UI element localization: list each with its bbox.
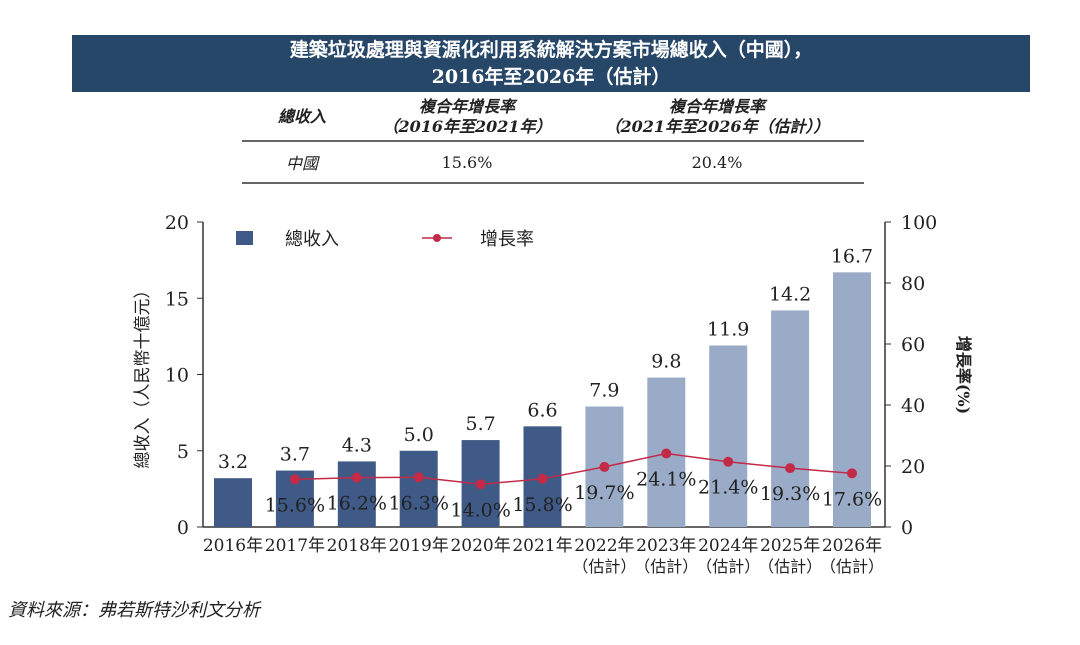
growth-rate-label: 15.6% — [265, 494, 325, 516]
bar-value-label: 6.6 — [527, 399, 557, 421]
cagr-table-row: 中國 15.6% 20.4% — [242, 142, 864, 184]
bar-value-label: 5.7 — [465, 413, 495, 435]
cagr-table: 總收入 複合年增長率 （2016年至2021年） 複合年增長率 （2021年至202… — [242, 94, 864, 184]
left-tick-label: 15 — [165, 288, 189, 310]
growth-rate-label: 16.3% — [389, 492, 449, 514]
header-text: （2016年至2021年） — [382, 117, 552, 136]
bar-value-label: 5.0 — [404, 424, 434, 446]
bar-2019年 — [399, 450, 438, 527]
growth-rate-label: 19.7% — [574, 482, 634, 504]
left-tick-label: 10 — [165, 365, 189, 387]
growth-rate-label: 14.0% — [450, 499, 510, 521]
header-total-revenue: 總收入 — [277, 107, 326, 126]
growth-rate-point — [537, 473, 548, 484]
growth-rate-point — [351, 472, 362, 483]
source-note: 資料來源：弗若斯特沙利文分析 — [8, 600, 260, 621]
x-tick-label: 2017年 — [265, 536, 325, 556]
growth-rate-label: 19.3% — [760, 483, 820, 505]
right-tick-label: 0 — [901, 517, 913, 539]
growth-rate-line — [294, 452, 853, 486]
right-tick-label: 60 — [901, 334, 925, 356]
bar-value-label: 14.2 — [769, 283, 811, 305]
header-cagr-2021-2026: 複合年增長率 （2021年至2026年（估計）） — [572, 97, 862, 137]
bar-2018年 — [337, 461, 376, 527]
bar-value-label: 3.2 — [218, 451, 248, 473]
bar-2024年 — [709, 345, 748, 527]
legend-line-label: 增長率 — [480, 229, 534, 250]
header-text: 複合年增長率 — [668, 97, 765, 116]
x-tick-label: 2022年 — [574, 536, 634, 556]
legend-line-marker — [433, 234, 441, 242]
bar-value-label: 9.8 — [651, 351, 681, 373]
growth-rate-point — [723, 456, 734, 467]
chart-title-banner: 建築垃圾處理與資源化利用系統解決方案市場總收入（中國）， 2016年至2026年… — [72, 35, 1030, 92]
right-tick-label: 40 — [901, 395, 925, 417]
growth-rate-point — [847, 468, 857, 479]
x-tick-sublabel: （估計） — [758, 557, 822, 576]
growth-rate-label: 17.6% — [822, 488, 882, 510]
bar-value-label: 16.7 — [831, 245, 873, 267]
bar-value-label: 4.3 — [342, 434, 372, 456]
bar-value-label: 7.9 — [589, 380, 619, 402]
header-text: （2021年至2026年（估計）） — [604, 117, 830, 136]
bar-2025年 — [771, 310, 810, 527]
header-cagr-2016-2021: 複合年增長率 （2016年至2021年） — [362, 97, 572, 137]
right-tick-label: 20 — [901, 456, 925, 478]
growth-rate-point — [475, 479, 486, 490]
x-tick-sublabel: （估計） — [634, 557, 698, 576]
x-tick-label: 2023年 — [636, 536, 696, 556]
x-tick-sublabel: （估計） — [820, 557, 884, 576]
left-tick-label: 0 — [177, 517, 189, 539]
legend-bar-label: 總收入 — [285, 229, 339, 250]
left-tick-label: 5 — [177, 441, 189, 463]
growth-rate-label: 21.4% — [698, 477, 758, 499]
x-tick-label: 2024年 — [698, 536, 758, 556]
right-axis-label: 增長率(%) — [954, 336, 973, 414]
cagr-2016-2021-value: 15.6% — [441, 152, 493, 172]
growth-rate-label: 24.1% — [636, 468, 696, 490]
x-tick-label: 2025年 — [760, 536, 820, 556]
right-tick-label: 80 — [901, 273, 925, 295]
header-text: 複合年增長率 — [418, 97, 515, 116]
x-tick-sublabel: （估計） — [696, 557, 760, 576]
left-tick-label: 20 — [165, 212, 189, 234]
x-tick-sublabel: （估計） — [572, 557, 636, 576]
x-tick-label: 2021年 — [512, 536, 572, 556]
growth-rate-point — [785, 463, 796, 474]
x-tick-label: 2019年 — [389, 536, 449, 556]
x-tick-label: 2016年 — [203, 536, 263, 556]
x-tick-label: 2026年 — [822, 536, 882, 556]
title-line-1: 建築垃圾處理與資源化利用系統解決方案市場總收入（中國）， — [289, 39, 813, 61]
bar-2016年 — [214, 478, 252, 527]
title-line-2: 2016年至2026年（估計） — [431, 66, 671, 88]
legend-bar-swatch — [236, 231, 253, 245]
growth-rate-label: 15.8% — [512, 494, 572, 516]
x-tick-label: 2020年 — [450, 536, 510, 556]
row-label: 中國 — [285, 154, 318, 173]
growth-rate-point — [599, 461, 610, 472]
cagr-2021-2026-value: 20.4% — [691, 152, 743, 172]
bar-value-label: 3.7 — [280, 444, 310, 466]
x-tick-label: 2018年 — [327, 536, 387, 556]
growth-rate-point — [413, 472, 424, 483]
growth-rate-label: 16.2% — [327, 493, 387, 515]
bar-value-label: 11.9 — [707, 319, 749, 341]
cagr-table-header: 總收入 複合年增長率 （2016年至2021年） 複合年增長率 （2021年至202… — [242, 94, 864, 142]
bar-2026年 — [833, 272, 871, 527]
growth-rate-point — [289, 474, 300, 485]
left-axis-label: 總收入（人民幣十億元） — [133, 282, 153, 469]
growth-rate-point — [661, 448, 672, 459]
right-tick-label: 100 — [901, 212, 937, 234]
